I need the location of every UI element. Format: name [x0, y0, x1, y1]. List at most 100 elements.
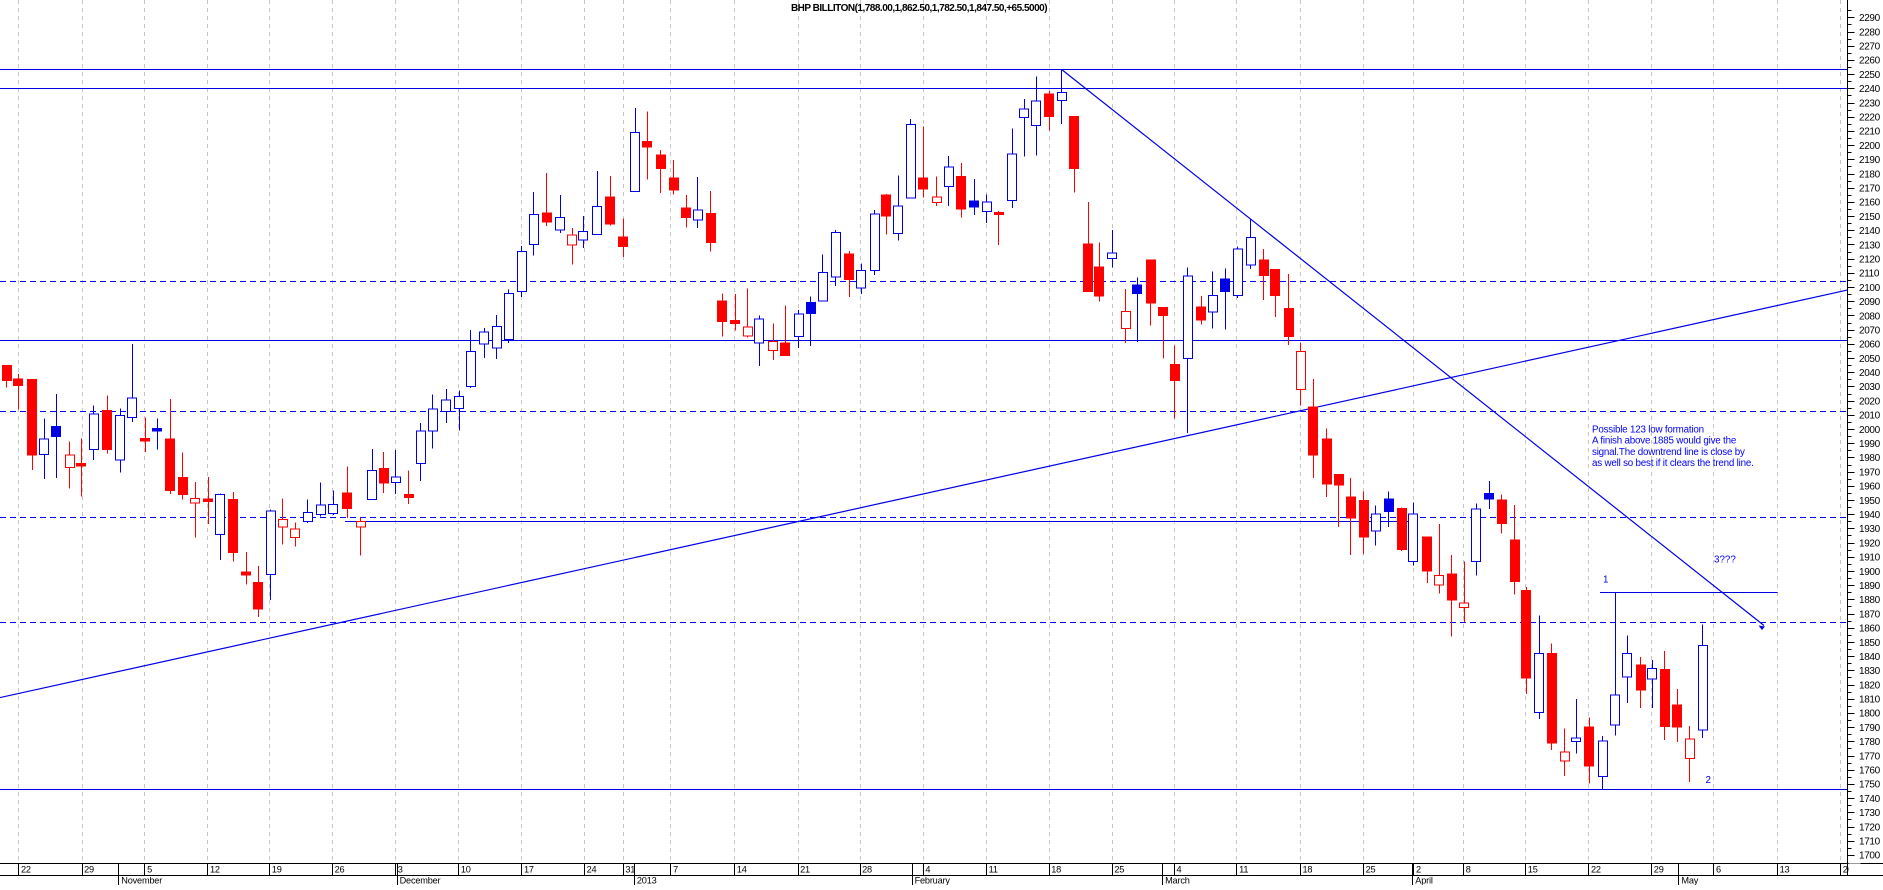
svg-text:1760: 1760 — [1859, 766, 1881, 777]
svg-text:11: 11 — [1239, 864, 1248, 874]
svg-text:7: 7 — [673, 864, 678, 874]
svg-text:11: 11 — [989, 864, 998, 874]
svg-text:2160: 2160 — [1859, 198, 1881, 209]
svg-text:2270: 2270 — [1859, 42, 1881, 53]
svg-text:4: 4 — [925, 864, 930, 874]
svg-text:29: 29 — [1654, 864, 1664, 874]
svg-text:1990: 1990 — [1859, 439, 1881, 450]
svg-text:1710: 1710 — [1859, 837, 1881, 848]
svg-text:19: 19 — [272, 864, 282, 874]
svg-text:2150: 2150 — [1859, 212, 1881, 223]
svg-text:2250: 2250 — [1859, 70, 1881, 81]
svg-text:2280: 2280 — [1859, 27, 1881, 38]
svg-text:1700: 1700 — [1859, 851, 1881, 862]
svg-text:26: 26 — [335, 864, 345, 874]
svg-text:2190: 2190 — [1859, 155, 1881, 166]
svg-text:3???: 3??? — [1714, 555, 1736, 566]
svg-text:2230: 2230 — [1859, 98, 1881, 109]
svg-text:1850: 1850 — [1859, 638, 1881, 649]
svg-text:1930: 1930 — [1859, 524, 1881, 535]
svg-text:1860: 1860 — [1859, 624, 1881, 635]
svg-text:1840: 1840 — [1859, 652, 1881, 663]
svg-text:2110: 2110 — [1859, 269, 1880, 280]
svg-text:2140: 2140 — [1859, 226, 1881, 237]
svg-text:2290: 2290 — [1859, 13, 1881, 24]
svg-text:24: 24 — [587, 864, 597, 874]
svg-text:1770: 1770 — [1859, 751, 1881, 762]
svg-text:5: 5 — [147, 864, 152, 874]
svg-text:1800: 1800 — [1859, 709, 1881, 720]
svg-text:April: April — [1415, 876, 1433, 885]
svg-text:13: 13 — [1780, 864, 1790, 874]
svg-text:1810: 1810 — [1859, 695, 1881, 706]
svg-text:1880: 1880 — [1859, 595, 1881, 606]
svg-text:December: December — [400, 876, 441, 885]
svg-text:3: 3 — [398, 864, 403, 874]
svg-text:2130: 2130 — [1859, 240, 1881, 251]
svg-text:February: February — [915, 876, 951, 885]
svg-text:1830: 1830 — [1859, 666, 1881, 677]
svg-text:1730: 1730 — [1859, 808, 1881, 819]
svg-text:A finish above 1885 would give: A finish above 1885 would give the — [1592, 436, 1737, 447]
svg-text:2210: 2210 — [1859, 127, 1881, 138]
svg-text:2: 2 — [1416, 864, 1421, 874]
svg-text:signal.The downtrend line is c: signal.The downtrend line is close by — [1592, 447, 1745, 458]
svg-text:1940: 1940 — [1859, 510, 1881, 521]
svg-text:1: 1 — [1603, 574, 1608, 585]
svg-text:2013: 2013 — [637, 876, 657, 885]
svg-text:2000: 2000 — [1859, 425, 1881, 436]
svg-text:25: 25 — [1366, 864, 1376, 874]
svg-text:2070: 2070 — [1859, 326, 1881, 337]
svg-text:14: 14 — [737, 864, 747, 874]
svg-text:2200: 2200 — [1859, 141, 1881, 152]
svg-text:6: 6 — [1716, 864, 1721, 874]
svg-text:2260: 2260 — [1859, 56, 1881, 67]
svg-text:1890: 1890 — [1859, 581, 1881, 592]
svg-text:1950: 1950 — [1859, 496, 1881, 507]
svg-text:1790: 1790 — [1859, 723, 1881, 734]
svg-text:18: 18 — [1051, 864, 1061, 874]
svg-text:22: 22 — [21, 864, 31, 874]
svg-text:1720: 1720 — [1859, 822, 1881, 833]
svg-text:2020: 2020 — [1859, 396, 1881, 407]
svg-text:2170: 2170 — [1859, 184, 1881, 195]
svg-text:1780: 1780 — [1859, 737, 1881, 748]
svg-text:BHP BILLITON(1,788.00,1,862.50: BHP BILLITON(1,788.00,1,862.50,1,782.50,… — [791, 3, 1047, 14]
svg-text:1820: 1820 — [1859, 680, 1881, 691]
svg-text:12: 12 — [210, 864, 220, 874]
svg-text:1920: 1920 — [1859, 538, 1881, 549]
svg-text:as well so best if it clears t: as well so best if it clears the trend l… — [1592, 458, 1754, 469]
svg-text:November: November — [121, 876, 162, 885]
svg-text:May: May — [1681, 876, 1698, 885]
svg-text:25: 25 — [1114, 864, 1124, 874]
svg-text:1750: 1750 — [1859, 780, 1881, 791]
svg-text:1870: 1870 — [1859, 609, 1881, 620]
svg-text:2120: 2120 — [1859, 255, 1881, 266]
svg-text:15: 15 — [1528, 864, 1538, 874]
svg-text:1960: 1960 — [1859, 482, 1881, 493]
svg-text:4: 4 — [1177, 864, 1182, 874]
svg-text:2220: 2220 — [1859, 113, 1881, 124]
svg-text:2240: 2240 — [1859, 84, 1881, 95]
svg-text:2: 2 — [1706, 775, 1711, 786]
svg-text:2100: 2100 — [1859, 283, 1881, 294]
svg-text:1980: 1980 — [1859, 453, 1881, 464]
svg-text:2050: 2050 — [1859, 354, 1881, 365]
svg-text:21: 21 — [800, 864, 810, 874]
svg-text:8: 8 — [1466, 864, 1471, 874]
svg-text:2040: 2040 — [1859, 368, 1881, 379]
svg-text:2010: 2010 — [1859, 411, 1881, 422]
svg-text:2180: 2180 — [1859, 169, 1881, 180]
svg-text:1900: 1900 — [1859, 567, 1881, 578]
svg-text:28: 28 — [862, 864, 872, 874]
svg-text:29: 29 — [84, 864, 94, 874]
svg-text:2060: 2060 — [1859, 340, 1881, 351]
svg-text:2080: 2080 — [1859, 311, 1881, 322]
svg-text:Possible 123 low formation: Possible 123 low formation — [1592, 424, 1704, 435]
svg-text:2090: 2090 — [1859, 297, 1881, 308]
svg-text:1970: 1970 — [1859, 467, 1881, 478]
svg-text:1910: 1910 — [1859, 553, 1881, 564]
svg-text:18: 18 — [1303, 864, 1313, 874]
svg-text:10: 10 — [461, 864, 471, 874]
svg-text:March: March — [1165, 876, 1190, 885]
